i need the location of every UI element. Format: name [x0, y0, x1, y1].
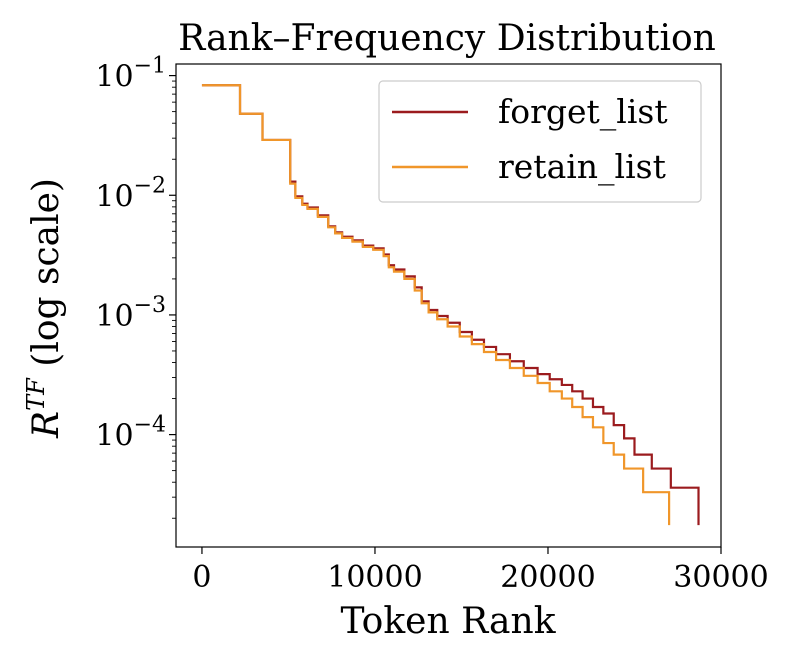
y-tick-label: 10−4: [95, 413, 166, 454]
grid-and-ticks: 0 10000 20000 30000 10−1 10−2 10−3 10−4: [95, 54, 768, 595]
y-axis-label-main: R: [26, 411, 67, 439]
x-axis-label: Token Rank: [340, 601, 556, 642]
y-axis-label-superscript: TF: [22, 377, 50, 411]
x-tick-label: 30000: [673, 560, 768, 595]
y-tick-label: 10−2: [95, 173, 166, 214]
plot-frame: [175, 63, 722, 548]
x-tick-label: 10000: [327, 560, 422, 595]
x-tick-label: 20000: [500, 560, 595, 595]
legend-label-retain-list: retain_list: [498, 147, 666, 187]
legend: forget_list retain_list: [378, 80, 702, 203]
chart-title: Rank–Frequency Distribution: [178, 18, 716, 59]
x-tick-label: 0: [192, 560, 211, 595]
y-tick-label: 10−1: [95, 54, 166, 95]
y-axis-label: RTF (log scale): [22, 178, 67, 439]
series-line-retain-list: [201, 84, 671, 526]
y-axis-label-suffix: (log scale): [26, 178, 67, 378]
legend-label-forget-list: forget_list: [498, 92, 668, 132]
series-layer: [201, 84, 700, 526]
svg-text:RTF (log scale): RTF (log scale): [22, 178, 67, 439]
y-tick-label: 10−3: [95, 293, 166, 334]
